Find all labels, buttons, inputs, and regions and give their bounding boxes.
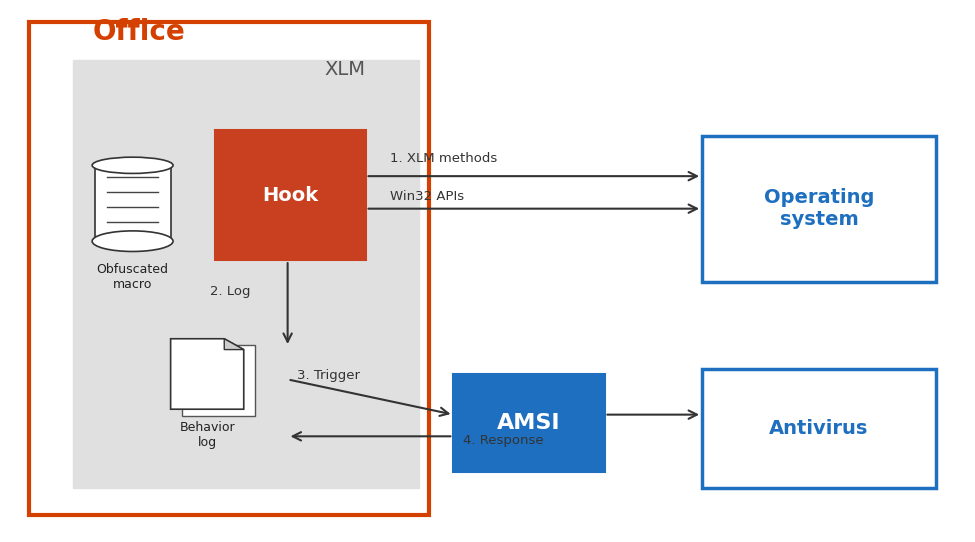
Text: Win32 APIs: Win32 APIs xyxy=(390,190,464,203)
Text: 4. Response: 4. Response xyxy=(463,434,544,447)
Text: Behavior
log: Behavior log xyxy=(179,421,235,449)
FancyBboxPatch shape xyxy=(29,22,429,515)
FancyBboxPatch shape xyxy=(95,163,171,241)
Text: Hook: Hook xyxy=(262,185,318,205)
FancyBboxPatch shape xyxy=(214,130,366,260)
Text: Antivirus: Antivirus xyxy=(769,418,869,438)
Ellipse shape xyxy=(93,231,174,251)
Text: Office: Office xyxy=(93,18,185,46)
FancyBboxPatch shape xyxy=(453,374,604,472)
Text: AMSI: AMSI xyxy=(497,413,561,433)
Text: 3. Trigger: 3. Trigger xyxy=(297,369,361,382)
Text: 2. Log: 2. Log xyxy=(210,285,251,298)
Ellipse shape xyxy=(93,157,174,173)
FancyBboxPatch shape xyxy=(702,369,936,488)
Text: Obfuscated
macro: Obfuscated macro xyxy=(97,263,169,291)
FancyBboxPatch shape xyxy=(73,60,419,488)
Text: XLM: XLM xyxy=(325,60,366,79)
Polygon shape xyxy=(224,339,244,350)
FancyBboxPatch shape xyxy=(182,345,255,416)
Polygon shape xyxy=(171,339,244,409)
Text: Operating
system: Operating system xyxy=(763,188,875,229)
FancyBboxPatch shape xyxy=(702,136,936,282)
Text: 1. XLM methods: 1. XLM methods xyxy=(390,152,497,165)
